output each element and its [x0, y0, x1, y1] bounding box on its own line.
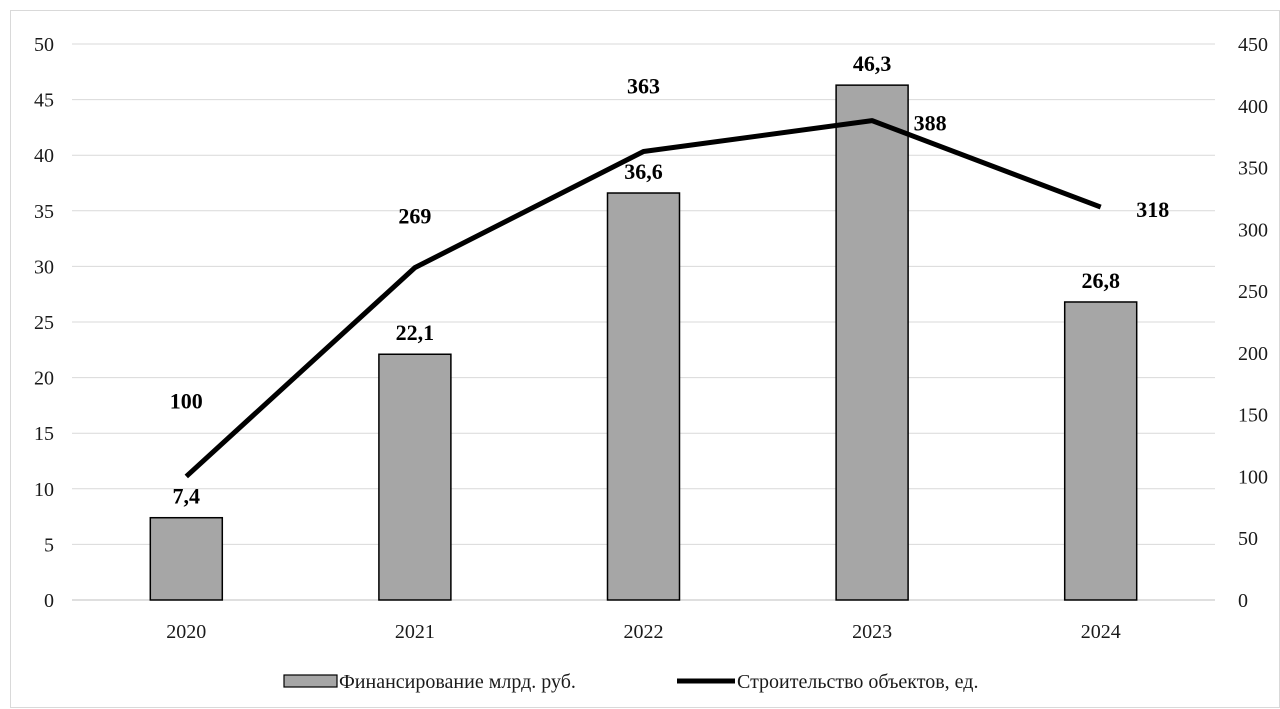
right-axis-tick-label: 0	[1238, 590, 1248, 612]
x-axis-tick-label: 2024	[1081, 621, 1121, 643]
right-axis-tick-label: 200	[1238, 343, 1268, 365]
right-axis-tick-label: 150	[1238, 405, 1268, 427]
bar	[835, 84, 909, 601]
right-axis-tick-label: 50	[1238, 528, 1258, 550]
line-data-label: 318	[1136, 197, 1169, 222]
left-axis-tick-label: 35	[34, 201, 54, 223]
x-axis-tick-label: 2022	[624, 621, 664, 643]
bar-data-label: 26,8	[1081, 268, 1120, 293]
x-axis-tick-label: 2021	[395, 621, 435, 643]
bar	[606, 192, 681, 601]
left-axis-tick-label: 40	[34, 145, 54, 167]
bar	[378, 353, 452, 601]
bar-data-label: 36,6	[624, 159, 663, 184]
right-axis-tick-label: 100	[1238, 466, 1268, 488]
left-axis-ticks: 0 5 10 15 20 25 30 35 40 45 50	[34, 34, 54, 612]
legend-swatch-bar	[283, 674, 338, 688]
right-axis-ticks: 0 50 100 150 200 250 300 350 400 450	[1238, 34, 1268, 612]
legend-label-line: Строительство объектов, ед.	[737, 671, 978, 693]
right-axis-tick-label: 250	[1238, 281, 1268, 303]
x-axis-tick-label: 2020	[166, 621, 206, 643]
left-axis-tick-label: 15	[34, 423, 54, 445]
line-data-label: 388	[914, 111, 947, 136]
line-data-label: 269	[398, 204, 431, 229]
bar-data-label: 22,1	[396, 320, 435, 345]
right-axis-tick-label: 350	[1238, 158, 1268, 180]
left-axis-tick-label: 25	[34, 312, 54, 334]
left-axis-tick-label: 50	[34, 34, 54, 56]
line-data-labels: 100 269 363 388 318	[170, 73, 1169, 413]
x-axis-tick-label: 2023	[852, 621, 892, 643]
bar-data-labels: 7,4 22,1 36,6 46,3 26,8	[173, 51, 1120, 509]
left-axis-tick-label: 45	[34, 90, 54, 112]
left-axis-tick-label: 0	[44, 590, 54, 612]
left-axis-tick-label: 30	[34, 256, 54, 278]
legend: Финансирование млрд. руб. Строительство …	[283, 671, 978, 693]
gridlines	[72, 43, 1215, 601]
left-axis-tick-label: 10	[34, 479, 54, 501]
bar-data-label: 46,3	[853, 51, 892, 76]
bar-data-label: 7,4	[173, 484, 201, 509]
legend-label-bar: Финансирование млрд. руб.	[339, 671, 576, 693]
series-line	[184, 118, 1102, 479]
bar	[1063, 301, 1138, 601]
right-axis-tick-label: 450	[1238, 34, 1268, 56]
line-data-label: 363	[627, 73, 660, 98]
right-axis-tick-label: 400	[1238, 96, 1268, 118]
x-axis-ticks: 2020 2021 2022 2023 2024	[166, 621, 1120, 643]
left-axis-tick-label: 20	[34, 368, 54, 390]
bar	[149, 516, 224, 601]
line-series	[184, 118, 1102, 479]
line-data-label: 100	[170, 388, 203, 413]
right-axis-tick-label: 300	[1238, 219, 1268, 241]
bar-series	[149, 84, 1138, 601]
left-axis-tick-label: 5	[44, 534, 54, 556]
